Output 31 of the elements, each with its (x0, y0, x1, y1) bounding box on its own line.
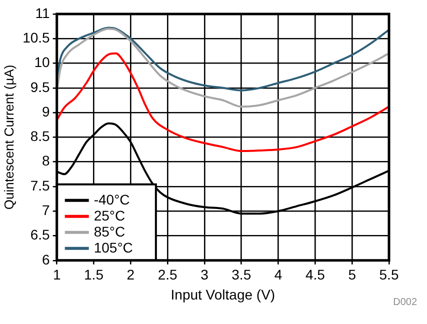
x-tick-label: 3.5 (232, 266, 252, 283)
x-tick-label: 4 (274, 266, 282, 283)
y-tick-label: 9 (42, 103, 50, 120)
y-axis-title: Quintescent Current (µA) (1, 64, 16, 210)
y-tick-label: 7.5 (30, 177, 50, 194)
text: D002 (393, 297, 417, 308)
legend-label: 105°C (94, 239, 133, 256)
line-series (56, 52, 389, 152)
x-tick-label: 2 (126, 266, 135, 283)
line-series (56, 28, 389, 108)
legend-label: -40°C (94, 191, 130, 208)
x-tick-label: 5 (348, 266, 356, 283)
y-tick-label: 7 (42, 202, 50, 218)
x-axis-title: Input Voltage (V) (170, 286, 276, 302)
y-tick-label: 9.5 (30, 78, 50, 95)
y-tick-label: 10 (34, 54, 50, 70)
x-tick-label: 4.5 (305, 266, 326, 283)
y-tick-label: 11 (35, 4, 50, 21)
legend-label: 85°C (94, 223, 126, 240)
x-tick-label: 1 (52, 266, 61, 283)
x-tick-label: 5.5 (379, 266, 399, 283)
y-tick-label: 8.5 (30, 128, 50, 144)
x-tick-label: 3 (200, 266, 209, 283)
y-tick-label: 8 (42, 152, 50, 169)
y-tick-label: 10.5 (22, 30, 50, 46)
line-series (56, 26, 389, 92)
x-tick-label: 2.5 (158, 266, 178, 283)
y-tick-label: 6 (42, 251, 50, 268)
legend-label: 25°C (94, 207, 126, 224)
y-tick-label: 6.5 (30, 226, 50, 243)
x-tick-label: 1.5 (84, 266, 104, 283)
